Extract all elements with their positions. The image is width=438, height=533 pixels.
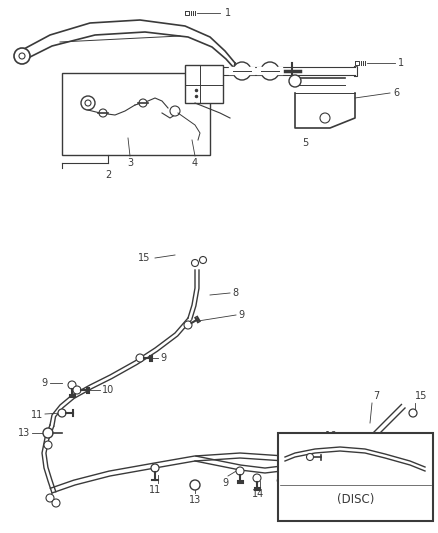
Text: 8: 8 (232, 288, 238, 298)
Circle shape (14, 48, 30, 64)
Text: 9: 9 (160, 353, 166, 363)
Text: 15: 15 (138, 253, 150, 263)
Circle shape (139, 99, 147, 107)
Text: 10: 10 (102, 385, 114, 395)
Text: 11: 11 (31, 410, 43, 420)
Text: 9: 9 (222, 478, 228, 488)
Text: 9: 9 (42, 378, 48, 388)
Text: 15: 15 (415, 391, 427, 401)
Circle shape (85, 100, 91, 106)
Circle shape (261, 62, 279, 80)
Circle shape (253, 474, 261, 482)
Text: 5: 5 (302, 138, 308, 148)
Polygon shape (185, 11, 189, 15)
Circle shape (136, 354, 144, 362)
Circle shape (43, 428, 53, 438)
Text: 1: 1 (398, 58, 404, 68)
Text: 6: 6 (393, 88, 399, 98)
Circle shape (320, 113, 330, 123)
Text: 13: 13 (18, 428, 30, 438)
Text: 9: 9 (275, 478, 281, 488)
Circle shape (391, 439, 399, 447)
Text: 3: 3 (127, 158, 133, 168)
Text: 9: 9 (238, 310, 244, 320)
Bar (62, 73, 210, 155)
Text: 13: 13 (189, 495, 201, 505)
Circle shape (68, 381, 76, 389)
Circle shape (73, 386, 81, 394)
Text: 2: 2 (105, 170, 111, 180)
Bar (185, 65, 223, 103)
Circle shape (170, 106, 180, 116)
Text: 9: 9 (410, 443, 416, 453)
Circle shape (81, 96, 95, 110)
Text: 1: 1 (225, 8, 231, 18)
Text: 16: 16 (325, 431, 337, 441)
Circle shape (58, 409, 66, 417)
Circle shape (151, 464, 159, 472)
Text: 4: 4 (192, 158, 198, 168)
Circle shape (286, 464, 294, 472)
Circle shape (184, 321, 192, 329)
Text: 11: 11 (149, 485, 161, 495)
Circle shape (44, 441, 52, 449)
Circle shape (46, 494, 54, 502)
Text: 14: 14 (252, 489, 264, 499)
Polygon shape (355, 61, 359, 65)
Circle shape (236, 467, 244, 475)
Circle shape (233, 62, 251, 80)
Circle shape (199, 256, 206, 263)
Text: 7: 7 (373, 391, 379, 401)
Bar (278, 433, 433, 521)
Circle shape (99, 109, 107, 117)
Circle shape (191, 260, 198, 266)
Circle shape (190, 480, 200, 490)
Circle shape (409, 409, 417, 417)
Circle shape (307, 454, 314, 461)
Circle shape (19, 53, 25, 59)
Text: (DISC): (DISC) (337, 492, 374, 505)
Circle shape (52, 499, 60, 507)
Circle shape (289, 75, 301, 87)
